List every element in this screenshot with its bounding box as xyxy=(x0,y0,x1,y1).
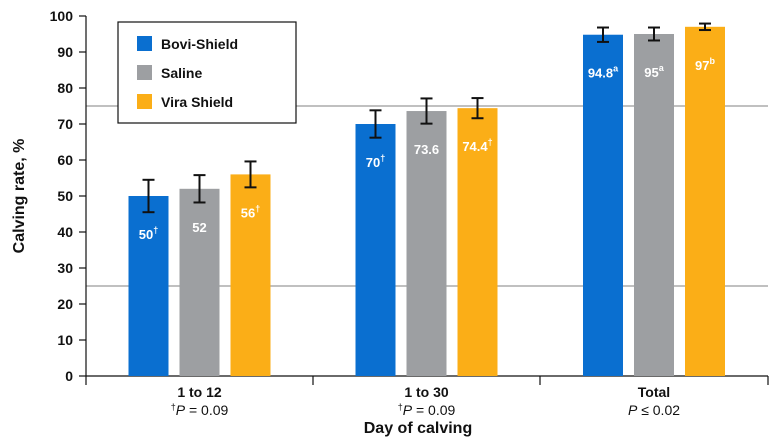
legend-swatch xyxy=(137,94,152,109)
bar-saline-1 xyxy=(179,188,220,376)
error-bar xyxy=(420,97,433,125)
y-tick-label: 40 xyxy=(57,224,73,240)
error-bar xyxy=(597,26,609,43)
legend-entry: Bovi-Shield xyxy=(161,36,238,52)
error-bar xyxy=(471,97,484,120)
legend-swatch xyxy=(137,36,152,51)
data-label: 97b xyxy=(695,56,715,73)
legend: Bovi-Shield Saline Vira Shield xyxy=(117,21,297,124)
error-bar xyxy=(244,160,257,189)
y-tick-label: 50 xyxy=(57,188,73,204)
x-category-label: Total xyxy=(638,384,670,400)
bar-vira-shield-3 xyxy=(685,26,725,377)
legend-entry: Vira Shield xyxy=(161,94,233,110)
legend-entry: Saline xyxy=(161,65,202,81)
bar-vira-shield-1 xyxy=(230,174,271,376)
x-category-label: 1 to 30 xyxy=(404,384,449,400)
bar-bovi-shield-3 xyxy=(583,34,623,376)
data-label: 74.4† xyxy=(462,137,492,154)
y-tick-label: 80 xyxy=(57,80,73,96)
data-label: 50† xyxy=(139,225,158,242)
data-label: 73.6 xyxy=(414,142,439,157)
p-value-note: †P = 0.09 xyxy=(171,402,229,418)
x-axis-title: Day of calving xyxy=(364,420,472,437)
data-label: 52 xyxy=(192,220,206,235)
y-tick-label: 0 xyxy=(65,368,73,384)
y-tick-label: 70 xyxy=(57,116,73,132)
y-tick-label: 90 xyxy=(57,44,73,60)
y-tick-label: 60 xyxy=(57,152,73,168)
legend-swatch xyxy=(137,65,152,80)
error-bar xyxy=(142,178,155,214)
error-bar xyxy=(193,174,206,204)
y-axis-title: Calving rate, % xyxy=(11,139,28,254)
bar-bovi-shield-2 xyxy=(355,124,396,376)
data-label: 70† xyxy=(366,153,385,170)
p-value-note: P ≤ 0.02 xyxy=(628,402,680,418)
data-label: 95a xyxy=(644,63,664,80)
p-value-note: †P = 0.09 xyxy=(398,402,456,418)
y-tick-label: 20 xyxy=(57,296,73,312)
data-label: 56† xyxy=(241,203,260,220)
y-tick-label: 100 xyxy=(50,8,74,24)
y-tick-label: 10 xyxy=(57,332,73,348)
x-category-label: 1 to 12 xyxy=(177,384,222,400)
bar-bovi-shield-1 xyxy=(128,196,169,376)
error-bar xyxy=(699,22,711,32)
error-bar xyxy=(369,109,382,139)
y-tick-label: 30 xyxy=(57,260,73,276)
bar-saline-2 xyxy=(406,111,447,376)
bar-saline-3 xyxy=(634,34,674,376)
bar-vira-shield-2 xyxy=(457,108,498,376)
data-label: 94.8a xyxy=(588,64,619,81)
error-bar xyxy=(648,26,660,42)
